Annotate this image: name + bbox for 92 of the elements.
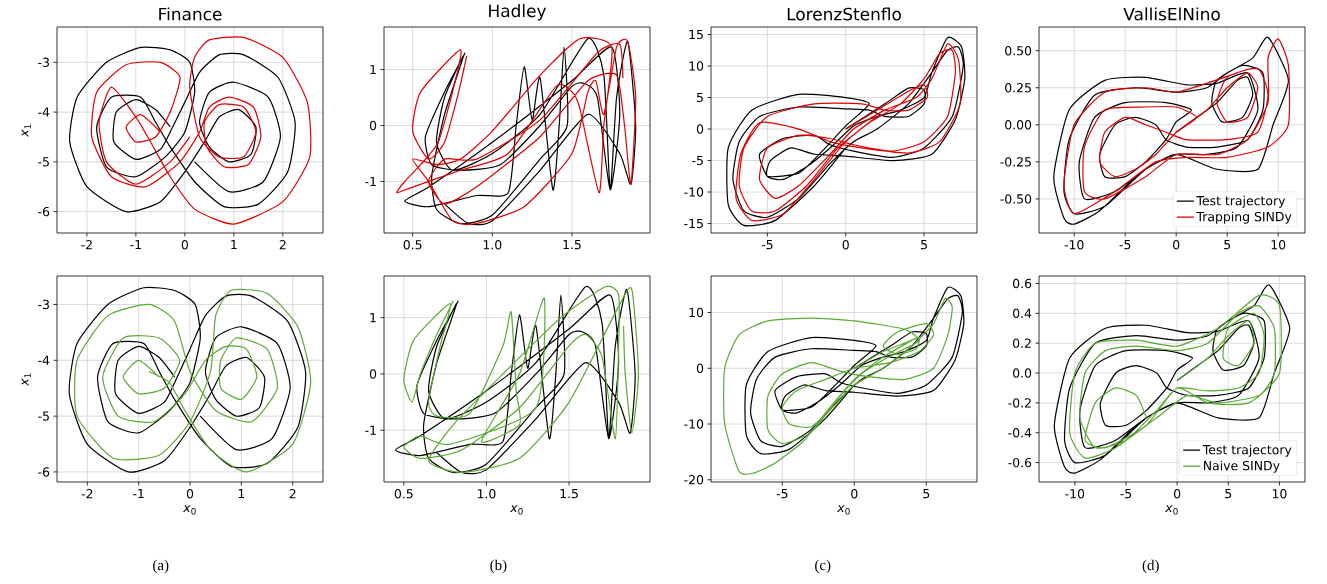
line-series [723, 297, 953, 474]
x-tick-label: 1.5 [560, 489, 578, 499]
x-tick-label: 10 [1272, 489, 1287, 499]
x-tick-label: -10 [1065, 489, 1085, 499]
chart-title: LorenzStenflo [787, 7, 901, 21]
x-axis-title: x$_{0}$ [1164, 505, 1178, 515]
y-tick-label: -6 [38, 206, 50, 217]
text: (a) [153, 559, 169, 574]
x-tick-label: 1 [238, 489, 245, 499]
x-tick-label: 5 [921, 240, 927, 250]
legend-label: Test trajectory [1196, 195, 1286, 208]
x-tick-label: -5 [761, 240, 773, 250]
y-tick-label: -0.25 [1000, 157, 1031, 167]
line-series [69, 46, 296, 213]
x-tick-label: -1 [130, 240, 141, 250]
x-tick-label: -5 [1120, 489, 1132, 499]
chart-title: Finance [159, 7, 222, 21]
x-tick-label: 1.0 [483, 240, 502, 250]
x-tick-label: 0 [186, 489, 194, 499]
legend-label: Test trajectory [1202, 444, 1292, 457]
y-tick-label: 10 [689, 307, 704, 318]
text: (d) [1142, 559, 1159, 574]
y-tick-label: 0.00 [1005, 120, 1032, 130]
y-tick-label: 10 [689, 61, 704, 71]
x-tick-label: 5 [1224, 240, 1231, 250]
x-tick-label: 5 [1225, 489, 1232, 499]
y-tick-label: 5 [697, 92, 703, 103]
chart-title: Hadley [489, 4, 547, 21]
y-tick-label: 0.4 [1013, 308, 1032, 319]
y-axis-title: x$_{1}$ [21, 124, 31, 138]
x-tick-label: 10 [1271, 240, 1286, 250]
y-tick-label: 0 [369, 369, 377, 379]
y-tick-label: -20 [684, 475, 704, 485]
y-tick-label: -10 [684, 187, 704, 197]
x-axis-title: x$_{0}$ [836, 505, 850, 515]
y-tick-label: 0 [696, 363, 704, 373]
x-tick-label: 0.5 [394, 489, 413, 499]
legend-label: Naive SINDy [1203, 460, 1280, 473]
line-series [90, 36, 312, 225]
y-tick-label: -1 [365, 425, 376, 435]
text: (c) [815, 559, 831, 574]
y-axis-title: x$_{1}$ [21, 373, 31, 387]
x-tick-label: -5 [776, 489, 788, 499]
y-tick-label: 0.0 [1013, 368, 1032, 378]
y-tick-label: 0 [696, 124, 704, 134]
line-series [1053, 284, 1291, 474]
x-tick-label: 0 [1174, 489, 1181, 499]
x-axis-title: x$_{0}$ [509, 505, 523, 515]
y-tick-label: -15 [684, 218, 703, 229]
x-tick-label: 0 [851, 489, 858, 499]
y-tick-label: -0.4 [1008, 428, 1032, 438]
x-tick-label: 5 [923, 489, 930, 499]
y-tick-label: -10 [684, 419, 704, 429]
y-tick-label: 1 [370, 313, 376, 323]
x-tick-label: -10 [1064, 240, 1084, 250]
y-tick-label: -1 [365, 176, 376, 187]
x-tick-label: -2 [81, 240, 92, 250]
y-tick-label: 0.50 [1005, 45, 1032, 56]
x-tick-label: -2 [81, 489, 93, 499]
y-tick-label: -3 [38, 57, 49, 68]
x-tick-label: 2 [279, 240, 286, 250]
legend-label: Trapping SINDy [1196, 211, 1292, 224]
line-series [744, 286, 965, 455]
y-tick-label: -0.2 [1008, 398, 1031, 408]
y-tick-label: 0 [369, 120, 377, 131]
x-tick-label: 1.0 [477, 489, 496, 499]
y-tick-label: -4 [38, 355, 50, 365]
y-tick-label: -6 [38, 467, 50, 477]
x-tick-label: 0.5 [403, 240, 422, 250]
y-tick-label: 15 [689, 29, 703, 40]
y-tick-label: -5 [38, 157, 49, 167]
y-tick-label: -5 [692, 155, 703, 166]
x-tick-label: 1 [231, 240, 237, 250]
x-tick-label: 0 [842, 240, 849, 250]
x-tick-label: 0 [181, 240, 188, 250]
x-tick-label: 1.5 [563, 240, 581, 250]
y-tick-label: -5 [38, 411, 49, 421]
y-tick-label: 0.25 [1005, 83, 1031, 93]
x-tick-label: -1 [133, 489, 144, 499]
y-tick-label: -0.6 [1008, 457, 1032, 468]
y-tick-label: 0.2 [1013, 338, 1031, 348]
y-tick-label: -4 [38, 107, 50, 117]
x-axis-title: x$_{0}$ [182, 505, 196, 515]
x-tick-label: 0 [1173, 240, 1180, 250]
y-tick-label: -3 [38, 299, 49, 310]
y-tick-label: 1 [370, 64, 376, 75]
y-tick-label: 0.6 [1013, 278, 1032, 289]
chart-title: VallisElNino [1123, 7, 1220, 21]
text: (b) [490, 559, 507, 574]
y-tick-label: -0.50 [1000, 194, 1032, 204]
x-tick-label: -5 [1119, 240, 1131, 250]
x-tick-label: 2 [289, 489, 296, 499]
